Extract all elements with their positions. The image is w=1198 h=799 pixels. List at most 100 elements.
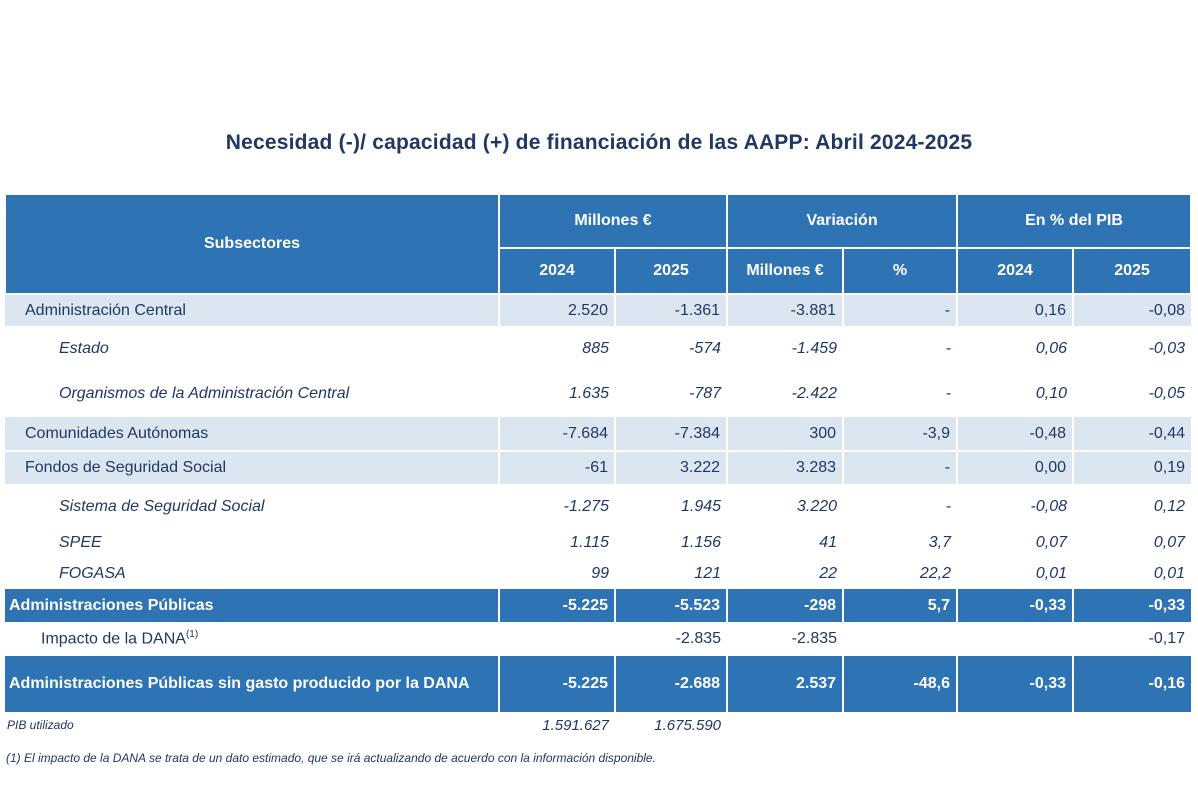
- cell-variacion-millones: -1.459: [791, 340, 838, 357]
- table-row: Administración Central 2.520 -1.361 -3.8…: [5, 294, 1192, 328]
- row-label: FOGASA: [59, 565, 126, 582]
- header-pib-pct: En % del PIB: [956, 193, 1193, 249]
- cell-millones-2025: -5.523: [613, 589, 728, 622]
- cell-pib-2024: 0,00: [956, 451, 1074, 486]
- row-label: SPEE: [59, 534, 102, 551]
- row-label: Administración Central: [5, 294, 499, 328]
- cell-millones-2024: 1.115: [570, 534, 609, 551]
- cell-millones-2024: 2.520: [498, 294, 615, 328]
- table-row: Estado 885 -574 -1.459 - 0,06 -0,03: [5, 327, 1191, 370]
- cell-variacion-millones: 2.537: [726, 656, 844, 712]
- cell-pib-2025: -0,03: [1148, 340, 1186, 357]
- cell-pib-2024: 0,16: [956, 294, 1074, 328]
- cell-pib-2025: -0,44: [1072, 417, 1192, 452]
- cell-pib-2024: 0,07: [1035, 534, 1068, 551]
- row-label-text: Impacto de la DANA: [41, 630, 186, 648]
- cell-millones-2024: [499, 622, 615, 656]
- header-subsectores: Subsectores: [4, 193, 500, 295]
- pib-row: PIB utilizado 1.591.627 1.675.590: [5, 712, 1191, 738]
- cell-pib-2024: 0,10: [1035, 384, 1068, 402]
- cell-pib-2025: -0,08: [1072, 294, 1192, 328]
- header-variacion-millones: Millones €: [726, 247, 845, 295]
- row-label: Estado: [59, 340, 109, 357]
- cell-variacion-millones: 41: [819, 534, 838, 551]
- cell-variacion-pct: -3,9: [842, 417, 958, 452]
- header-millones: Millones €: [497, 193, 729, 249]
- cell-pib-2025: 0,19: [1072, 451, 1192, 486]
- cell-variacion-millones: -298: [726, 589, 844, 622]
- row-label: Fondos de Seguridad Social: [5, 451, 499, 486]
- cell-variacion-pct: -: [945, 497, 952, 515]
- pib-label: PIB utilizado: [7, 718, 74, 732]
- pib-2025: 1.675.590: [654, 716, 722, 734]
- cell-variacion-millones: -2.422: [791, 384, 838, 402]
- row-label: Administraciones Públicas sin gasto prod…: [5, 656, 499, 712]
- cell-pib-2024: [957, 622, 1073, 656]
- cell-variacion-millones: -2.835: [791, 630, 838, 647]
- header-millones-2024: 2024: [498, 247, 616, 295]
- cell-millones-2024: -5.225: [498, 589, 615, 622]
- cell-millones-2025: -2.835: [675, 630, 722, 647]
- cell-variacion-millones: 300: [726, 417, 844, 452]
- cell-variacion-millones: 3.283: [726, 451, 844, 486]
- cell-pib-2024: 0,01: [1035, 565, 1068, 582]
- cell-millones-2025: -2.688: [613, 656, 728, 712]
- cell-pib-2025: 0,12: [1153, 497, 1186, 515]
- cell-millones-2024: 99: [591, 565, 609, 582]
- header-variacion-pct: %: [842, 247, 959, 295]
- cell-pib-2025: -0,17: [1148, 630, 1186, 647]
- cell-millones-2024: -5.225: [498, 656, 615, 712]
- cell-variacion-millones: -3.881: [726, 294, 844, 328]
- header-variacion: Variación: [726, 193, 959, 249]
- cell-millones-2025: -787: [688, 384, 722, 402]
- table-row: Impacto de la DANA(1) -2.835 -2.835 -0,1…: [5, 622, 1191, 656]
- table-row: Organismos de la Administración Central …: [5, 370, 1191, 417]
- cell-variacion-pct: -: [842, 294, 958, 328]
- row-label: Administraciones Públicas: [5, 589, 499, 622]
- cell-pib-2025: -0,16: [1072, 656, 1192, 712]
- header-millones-2025: 2025: [613, 247, 729, 295]
- cell-pib-2024: -0,08: [1030, 497, 1068, 515]
- cell-variacion-pct: [843, 622, 957, 656]
- cell-variacion-pct: 5,7: [842, 589, 958, 622]
- row-label: Comunidades Autónomas: [5, 417, 499, 452]
- cell-millones-2024: 1.635: [568, 384, 609, 402]
- cell-millones-2025: 121: [694, 565, 722, 582]
- cell-millones-2024: -61: [498, 451, 615, 486]
- cell-pib-2025: -0,05: [1148, 384, 1186, 402]
- table-row: Sistema de Seguridad Social -1.275 1.945…: [5, 485, 1191, 527]
- cell-millones-2025: 3.222: [613, 451, 728, 486]
- table-row-total: Administraciones Públicas -5.225 -5.523 …: [5, 589, 1192, 622]
- row-label: Sistema de Seguridad Social: [59, 497, 265, 515]
- table-row: FOGASA 99 121 22 22,2 0,01 0,01: [5, 559, 1191, 589]
- row-label: Organismos de la Administración Central: [59, 384, 350, 402]
- cell-variacion-pct: -: [945, 340, 952, 357]
- cell-pib-2024: -0,33: [956, 656, 1074, 712]
- footnote: (1) El impacto de la DANA se trata de un…: [6, 751, 656, 765]
- table-row: SPEE 1.115 1.156 41 3,7 0,07 0,07: [5, 527, 1191, 559]
- cell-millones-2025: 1.945: [680, 497, 722, 515]
- table-row: Fondos de Seguridad Social -61 3.222 3.2…: [5, 451, 1192, 486]
- cell-variacion-pct: -: [945, 384, 952, 402]
- cell-millones-2024: -1.275: [563, 497, 609, 515]
- cell-millones-2025: -7.384: [613, 417, 728, 452]
- header-pib-2024: 2024: [956, 247, 1075, 295]
- page-title: Necesidad (-)/ capacidad (+) de financia…: [225, 131, 973, 154]
- cell-millones-2024: -7.684: [498, 417, 615, 452]
- cell-variacion-pct: 22,2: [919, 565, 952, 582]
- cell-variacion-millones: 3.220: [796, 497, 838, 515]
- cell-pib-2024: -0,48: [956, 417, 1074, 452]
- pib-2024: 1.591.627: [542, 716, 609, 734]
- financing-table: Subsectores Millones € Variación En % de…: [4, 193, 1193, 738]
- cell-pib-2025: -0,33: [1072, 589, 1192, 622]
- cell-variacion-pct: 3,7: [928, 534, 952, 551]
- cell-millones-2025: -1.361: [613, 294, 728, 328]
- cell-pib-2024: -0,33: [956, 589, 1074, 622]
- cell-variacion-millones: 22: [819, 565, 838, 582]
- header-pib-2025: 2025: [1072, 247, 1193, 295]
- cell-millones-2025: 1.156: [680, 534, 722, 551]
- cell-millones-2025: -574: [688, 340, 722, 357]
- cell-millones-2024: 885: [582, 340, 609, 357]
- cell-pib-2024: 0,06: [1035, 340, 1068, 357]
- cell-variacion-pct: -48,6: [842, 656, 958, 712]
